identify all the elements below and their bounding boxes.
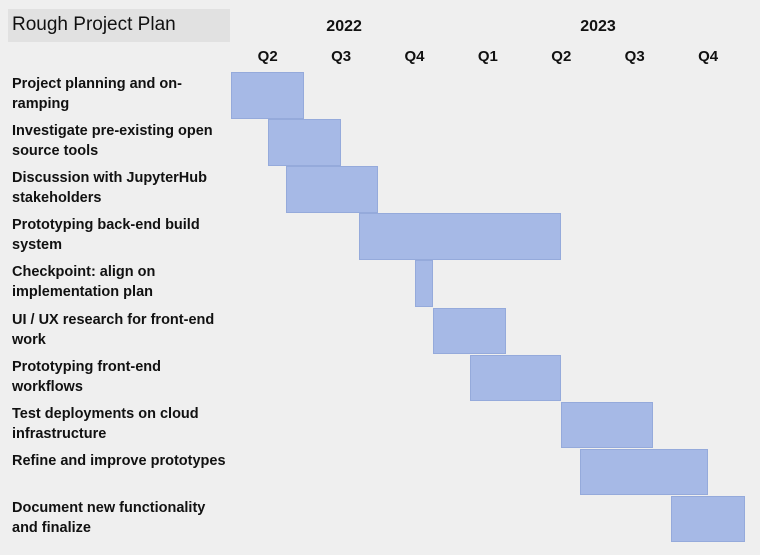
quarter-label: Q4: [698, 48, 719, 65]
title-background: [8, 9, 230, 42]
task-label: Project planning and on-ramping: [12, 76, 182, 112]
task-bar: [469, 354, 562, 402]
task-label: Document new functionality and finalize: [12, 499, 206, 536]
quarter-label: Q3: [624, 48, 645, 65]
quarter-label: Q3: [331, 48, 352, 65]
task-bar: [359, 213, 562, 260]
task-bar: [231, 72, 305, 119]
task-bar: [561, 401, 654, 449]
task-label: Prototyping back-end build system: [12, 217, 200, 254]
quarter-label: Q1: [477, 48, 498, 65]
task-label: Refine and improve prototypes: [12, 452, 226, 469]
task-label: Checkpoint: align on implementation plan: [12, 264, 156, 301]
quarter-label: Q4: [404, 48, 425, 65]
task-bar: [286, 166, 378, 213]
task-bar: [432, 307, 507, 355]
task-label: Discussion with JupyterHub stakeholders: [12, 170, 207, 207]
quarter-label: Q2: [257, 48, 278, 65]
quarter-label: Q2: [551, 48, 572, 65]
chart-title: Rough Project Plan: [12, 14, 176, 35]
task-label: Test deployments on cloud infrastructure: [12, 405, 199, 442]
task-bar: [671, 495, 745, 543]
task-bar: [267, 119, 342, 166]
task-bar: [579, 448, 709, 496]
task-label: Investigate pre-existing open source too…: [12, 123, 213, 160]
year-label-2022: 2022: [326, 18, 362, 35]
year-label-2023: 2023: [580, 18, 616, 35]
task-bar: [414, 260, 433, 307]
task-label: UI / UX research for front-end work: [12, 311, 215, 348]
task-label: Prototyping front-end workflows: [12, 358, 162, 395]
